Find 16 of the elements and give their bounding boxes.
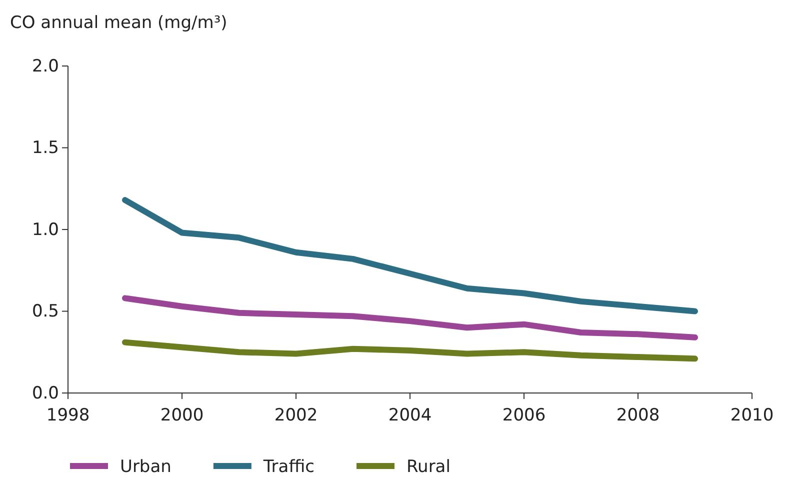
- x-tick-label: 2000: [160, 406, 204, 426]
- x-tick-label: 2008: [616, 406, 660, 426]
- x-tick-label: 2010: [730, 406, 774, 426]
- y-tick-label: 0.5: [32, 302, 59, 322]
- x-tick-label: 2006: [502, 406, 546, 426]
- legend-label: Urban: [120, 457, 172, 477]
- legend-label: Rural: [406, 457, 450, 477]
- x-tick-label: 2002: [274, 406, 318, 426]
- x-tick-label: 1998: [46, 406, 90, 426]
- y-tick-label: 1.0: [32, 220, 59, 240]
- y-tick-label: 1.5: [32, 138, 59, 158]
- y-tick-label: 0.0: [32, 383, 59, 404]
- x-tick-label: 2004: [388, 406, 432, 426]
- y-axis-title: CO annual mean (mg/m³): [10, 13, 228, 33]
- legend-label: Traffic: [262, 457, 314, 477]
- y-tick-label: 2.0: [32, 56, 59, 76]
